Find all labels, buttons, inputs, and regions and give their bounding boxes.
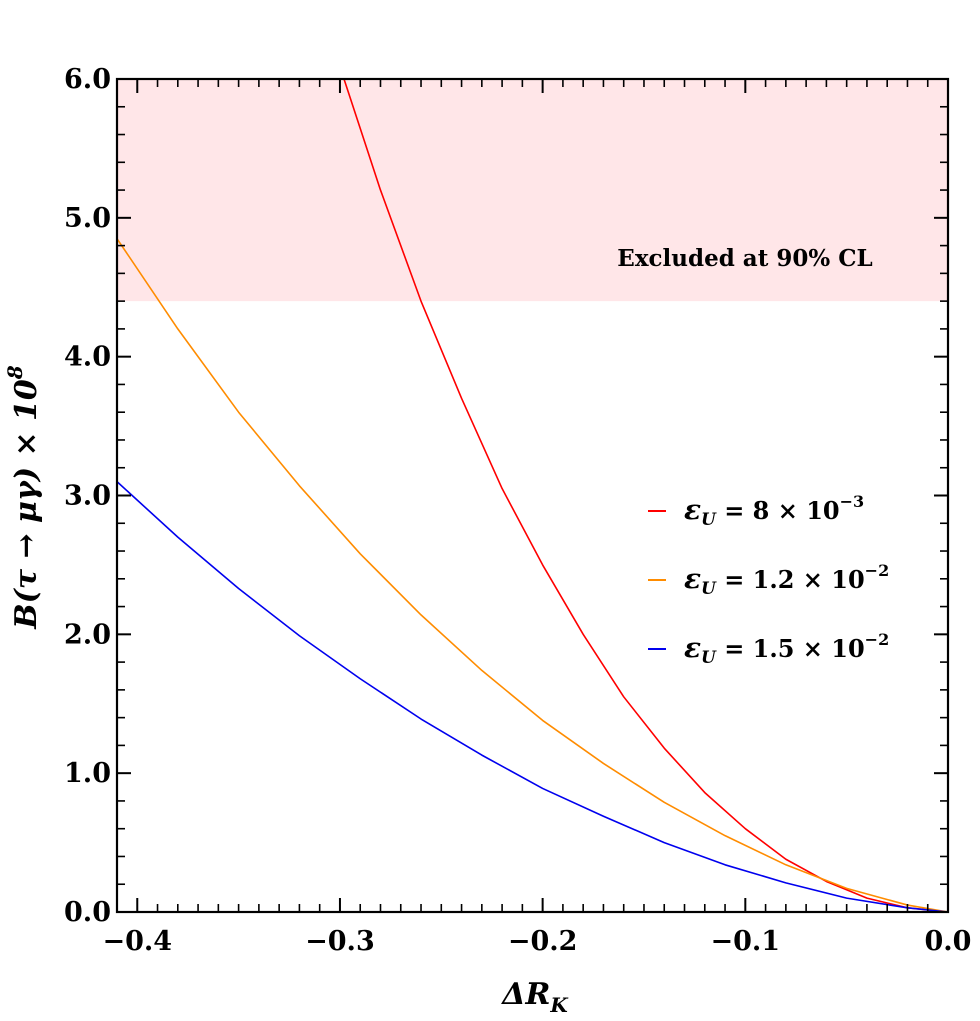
x-tick-label-2: −0.2 — [508, 926, 578, 957]
legend-value: = 8 × 10 — [716, 496, 840, 525]
y-tick-label-3: 3.0 — [64, 481, 111, 512]
plot-frame — [115, 77, 950, 914]
y-axis-title-main: B(τ → μγ) × 10 — [9, 379, 44, 630]
y-tick-label-1: 1.0 — [64, 758, 111, 789]
legend-value: = 1.5 × 10 — [716, 634, 865, 663]
y-tick-label-2: 2.0 — [64, 619, 111, 650]
excluded-region-layer — [117, 79, 948, 302]
legend-subscript: U — [701, 510, 717, 530]
series-line-1 — [343, 78, 949, 913]
series-layer — [116, 78, 949, 913]
y-tick-label-6: 6.0 — [64, 64, 111, 95]
legend-value: = 1.2 × 10 — [716, 565, 865, 594]
legend-label-2: εU = 1.2 × 10−2 — [684, 561, 889, 599]
legend-layer: εU = 8 × 10−3εU = 1.2 × 10−2εU = 1.5 × 1… — [648, 492, 889, 668]
legend-symbol: ε — [684, 631, 701, 664]
x-axis-title: ΔRK — [500, 977, 569, 1017]
x-tick-label-4: 0.0 — [925, 926, 972, 957]
series-line-2 — [116, 237, 949, 913]
legend-label-3: εU = 1.5 × 10−2 — [684, 630, 889, 668]
legend-exponent: −3 — [840, 492, 865, 511]
x-tick-label-1: −0.3 — [305, 926, 375, 957]
legend-symbol: ε — [684, 562, 701, 595]
legend-exponent: −2 — [865, 561, 890, 580]
x-tick-label-0: −0.4 — [102, 926, 172, 957]
y-tick-label-0: 0.0 — [64, 897, 111, 928]
y-tick-label-5: 5.0 — [64, 203, 111, 234]
excluded-region-label: Excluded at 90% CL — [617, 245, 872, 272]
y-tick-label-4: 4.0 — [64, 342, 111, 373]
series-line-3 — [116, 480, 949, 913]
legend-subscript: U — [701, 648, 717, 668]
excluded-region — [117, 79, 948, 302]
y-axis-title: B(τ → μγ) × 108 — [3, 365, 44, 630]
x-tick-label-3: −0.1 — [711, 926, 781, 957]
frame-layer — [115, 77, 950, 914]
legend-label-1: εU = 8 × 10−3 — [684, 492, 864, 530]
x-axis-title-sub: K — [549, 993, 569, 1017]
legend-exponent: −2 — [865, 630, 890, 649]
y-axis-title-exp: 8 — [3, 365, 27, 380]
legend-symbol: ε — [684, 493, 701, 526]
legend-subscript: U — [701, 579, 717, 599]
labels-layer: −0.4 −0.3 −0.2 −0.1 0.0 0.0 1.0 2.0 3.0 4.0 5.0 6.0 — [64, 64, 971, 957]
x-axis-title-main: ΔR — [500, 977, 550, 1012]
